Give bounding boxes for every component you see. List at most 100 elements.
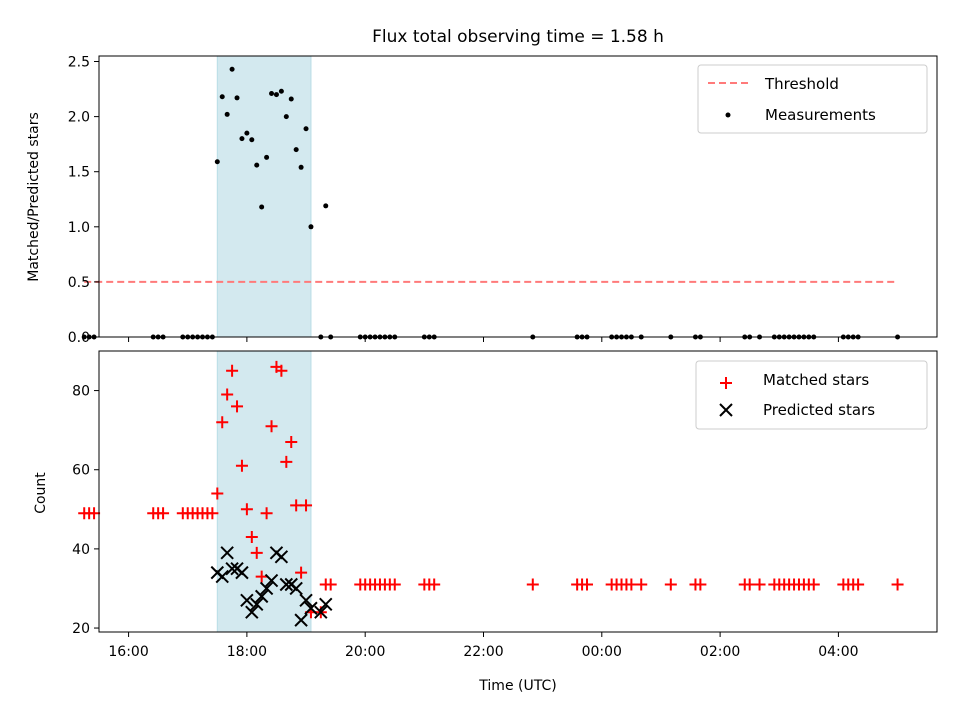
- legend-measurements-swatch: [725, 112, 731, 118]
- top-y-tick-label: 2.0: [68, 110, 90, 126]
- x-tick-label: 18:00: [227, 644, 267, 660]
- predicted-star-point: [215, 569, 229, 584]
- x-axis-label: Time (UTC): [478, 678, 556, 694]
- bottom-x-ticks: 16:00 18:00 20:00 22:00 00:00 02:00 04:00: [108, 632, 859, 660]
- predicted-star-point: [279, 577, 294, 592]
- matched-star-point: [245, 531, 258, 544]
- matched-star-point: [300, 499, 313, 512]
- legend-matched-label: Matched stars: [763, 371, 869, 389]
- bottom-y-tick-label: 60: [72, 463, 90, 479]
- measurement-point: [298, 164, 304, 170]
- bottom-y-tick-label: 20: [72, 621, 90, 637]
- bottom-axes-frame: [98, 350, 938, 633]
- measurement-point: [234, 95, 240, 101]
- predicted-star-point: [225, 561, 239, 576]
- measurement-point: [293, 147, 299, 153]
- highlight-span-top: [216, 55, 312, 338]
- measurement-point: [239, 136, 245, 142]
- predicted-star-point: [254, 589, 269, 604]
- matched-star-point: [211, 487, 224, 500]
- predicted-star-point: [235, 565, 249, 580]
- matched-star-point: [388, 578, 401, 591]
- top-legend: Threshold Measurements: [697, 64, 928, 134]
- matched-star-point: [235, 459, 248, 472]
- measurement-point: [219, 94, 225, 100]
- matched-star-point: [221, 388, 234, 401]
- measurement-point: [269, 90, 275, 96]
- legend-predicted-label: Predicted stars: [763, 401, 875, 419]
- matched-star-point: [240, 503, 253, 516]
- measurement-point: [278, 88, 284, 94]
- matched-star-point: [275, 364, 288, 377]
- measurement-point: [224, 111, 230, 117]
- matched-star-point: [231, 400, 244, 413]
- top-y-tick-label: 1.5: [68, 165, 90, 181]
- matched-star-point: [581, 578, 594, 591]
- predicted-star-point: [294, 613, 308, 627]
- top-y-axis-label: Matched/Predicted stars: [26, 112, 42, 282]
- matched-star-point: [157, 507, 170, 520]
- matched-star-point: [226, 364, 239, 377]
- predicted-star-point: [304, 601, 318, 615]
- predicted-star-point: [250, 597, 264, 612]
- bottom-legend: Matched stars Predicted stars: [695, 360, 928, 430]
- predicted-star-point: [264, 573, 279, 588]
- x-tick-label: 22:00: [463, 644, 503, 660]
- measurement-point: [303, 126, 309, 132]
- measurement-point: [264, 154, 270, 160]
- measurement-point: [323, 203, 329, 209]
- top-y-tick-label: 1.0: [68, 220, 90, 236]
- matched-star-point: [206, 507, 219, 520]
- bottom-y-axis-label: Count: [33, 472, 49, 514]
- legend-measurements-label: Measurements: [765, 106, 876, 124]
- matched-star-point: [265, 420, 278, 433]
- predicted-star-point: [240, 593, 254, 608]
- x-tick-label: 04:00: [818, 644, 858, 660]
- measurement-point: [288, 96, 294, 102]
- top-panel: Flux total observing time = 1.58 h 0.00.…: [26, 27, 938, 346]
- measurement-point: [81, 334, 87, 340]
- matched-star-point: [428, 578, 441, 591]
- matched-star-point: [635, 578, 648, 591]
- measurement-point: [254, 162, 260, 168]
- predicted-star-point: [220, 546, 234, 560]
- top-x-tick-marks: [128, 337, 839, 342]
- x-tick-label: 02:00: [700, 644, 740, 660]
- top-y-tick-label: 0.0: [68, 330, 90, 346]
- predicted-star-point: [245, 605, 259, 619]
- measurement-point: [214, 159, 220, 165]
- matched-star-point: [891, 578, 904, 591]
- matched-star-point: [295, 566, 308, 579]
- matched-star-point: [694, 578, 707, 591]
- measurement-point: [273, 92, 279, 98]
- predicted-star-point: [259, 581, 274, 596]
- predicted-star-point: [289, 581, 303, 596]
- bottom-y-ticks: 20 40 60 80: [72, 384, 99, 637]
- measurement-point: [249, 137, 255, 143]
- legend-predicted-swatch: [719, 403, 733, 417]
- matched-star-point: [664, 578, 677, 591]
- matched-star-point: [250, 546, 263, 559]
- top-axes-frame: [98, 55, 938, 338]
- predicted-star-point: [274, 550, 289, 564]
- measurement-point: [244, 130, 250, 136]
- highlight-span: [216, 55, 312, 338]
- matched-star-point: [285, 436, 298, 449]
- x-tick-label: 16:00: [108, 644, 148, 660]
- chart-title: Flux total observing time = 1.58 h: [372, 27, 664, 47]
- x-tick-label: 20:00: [345, 644, 385, 660]
- measurement-point: [283, 114, 289, 120]
- matched-star-point: [88, 507, 101, 520]
- matched-star-points: [78, 360, 904, 619]
- predicted-star-point: [299, 593, 313, 608]
- matched-star-point: [216, 416, 229, 429]
- matched-star-point: [753, 578, 766, 591]
- matched-star-point: [526, 578, 539, 591]
- measurement-point: [229, 66, 235, 72]
- bottom-y-tick-label: 40: [72, 542, 90, 558]
- predicted-star-point: [314, 605, 328, 619]
- top-legend-box: [697, 64, 928, 134]
- measurement-point: [86, 334, 92, 340]
- measurement-point: [308, 224, 314, 230]
